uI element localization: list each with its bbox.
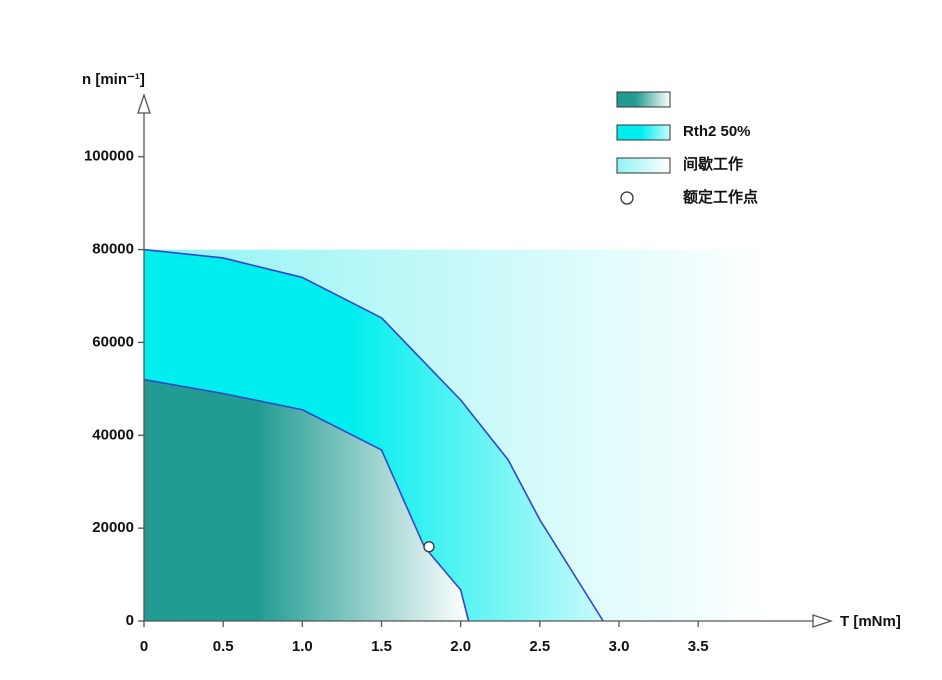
x-tick-label: 1.0 [292,638,313,655]
y-tick-label: 100000 [84,148,134,165]
y-axis-label: n [min⁻¹] [82,71,145,88]
legend-marker [620,191,634,205]
x-tick-label: 0 [140,638,148,655]
x-tick-label: 2.5 [529,638,550,655]
legend-label: Rth2 50% [683,123,751,140]
y-tick-label: 80000 [92,241,134,258]
legend-swatch [616,124,671,141]
legend-swatch [616,91,671,108]
rated-point [423,541,435,553]
legend-label: 额定工作点 [683,188,758,206]
y-tick-label: 60000 [92,333,134,350]
y-tick-label: 40000 [92,426,134,443]
x-tick-label: 0.5 [213,638,234,655]
x-tick-label: 3.0 [609,638,630,655]
boundary-curve [143,248,604,622]
legend-swatch [616,157,671,174]
x-tick-label: 2.0 [450,638,471,655]
y-tick-label: 20000 [92,519,134,536]
y-tick-label: 0 [126,612,134,629]
y-arrow [137,92,151,114]
legend-label: 间歇工作 [683,155,743,173]
x-axis-label: T [mNm] [840,613,901,630]
boundary-curve [143,378,470,622]
x-arrow [812,614,834,628]
x-tick-label: 3.5 [688,638,709,655]
region-area [144,379,469,621]
x-tick-label: 1.5 [371,638,392,655]
